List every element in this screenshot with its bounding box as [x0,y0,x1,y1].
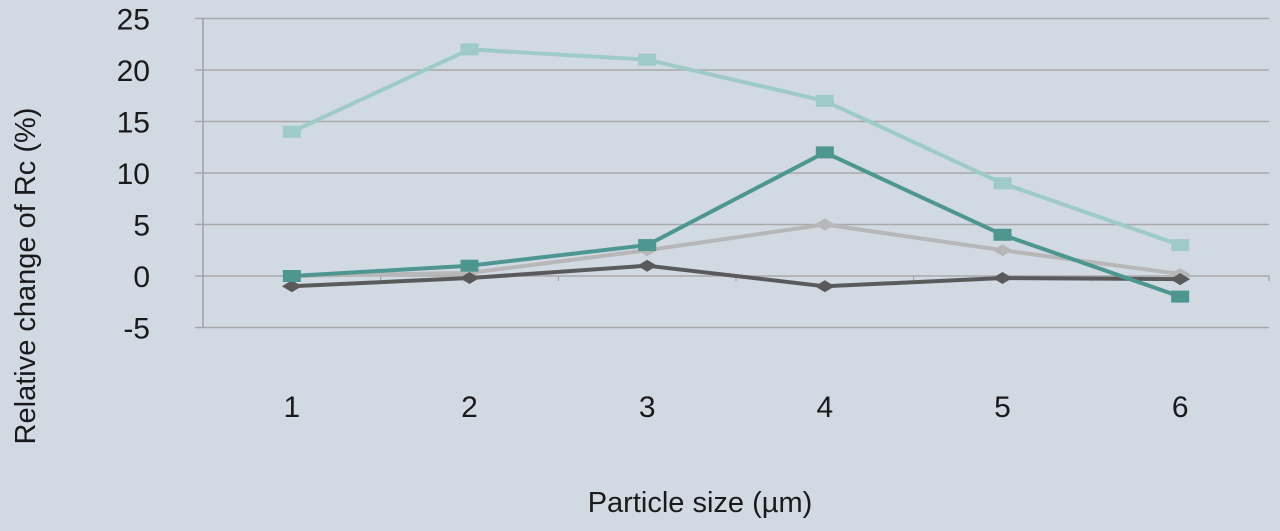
x-axis-title: Particle size (µm) [588,487,813,519]
series-path [291,222,1181,278]
data-series [281,43,1191,303]
series-path [291,263,1181,289]
diamond-marker [814,280,835,293]
series-path [290,47,1181,247]
y-tick-label: 5 [133,210,150,243]
square-marker [638,53,657,66]
square-marker [993,177,1012,190]
diamond-marker [1170,273,1191,286]
square-marker [1171,239,1190,252]
gridlines [195,17,1270,329]
square-marker [282,125,301,138]
x-tick-label: 3 [639,391,656,424]
square-marker [815,94,834,107]
square-marker [282,270,301,282]
square-marker [993,228,1012,241]
y-tick-label: 10 [117,158,150,191]
diamond-marker [459,272,480,285]
y-tick-label: 15 [117,107,150,140]
x-tick-label: 2 [461,391,478,424]
square-marker [460,43,479,56]
series-line [281,259,1191,293]
x-tick-label: 6 [1172,391,1189,424]
diamond-marker [281,280,302,293]
x-tick-label: 1 [283,391,300,424]
diamond-marker [637,259,658,272]
y-tick-label: 25 [117,4,150,37]
square-marker [638,239,657,252]
series-line [281,218,1191,282]
diamond-marker [814,218,835,231]
square-marker [460,259,479,272]
diamond-marker [992,272,1013,285]
x-tick-label: 4 [816,391,833,424]
series-line [282,146,1190,303]
diamond-marker [992,244,1013,257]
y-tick-label: 0 [133,261,150,294]
x-axis-tick-labels: 1 2 3 4 5 6 [283,391,1188,424]
y-tick-label: 20 [117,55,150,88]
x-tick-label: 5 [994,391,1011,424]
series-line [282,43,1190,252]
y-axis-tick-labels: 25 20 15 10 5 0 -5 [117,4,150,346]
y-tick-label: -5 [123,313,150,346]
y-axis-title: Relative change of Rc (%) [10,108,42,445]
series-path [291,150,1181,299]
square-marker [815,146,834,159]
square-marker [1171,290,1190,303]
